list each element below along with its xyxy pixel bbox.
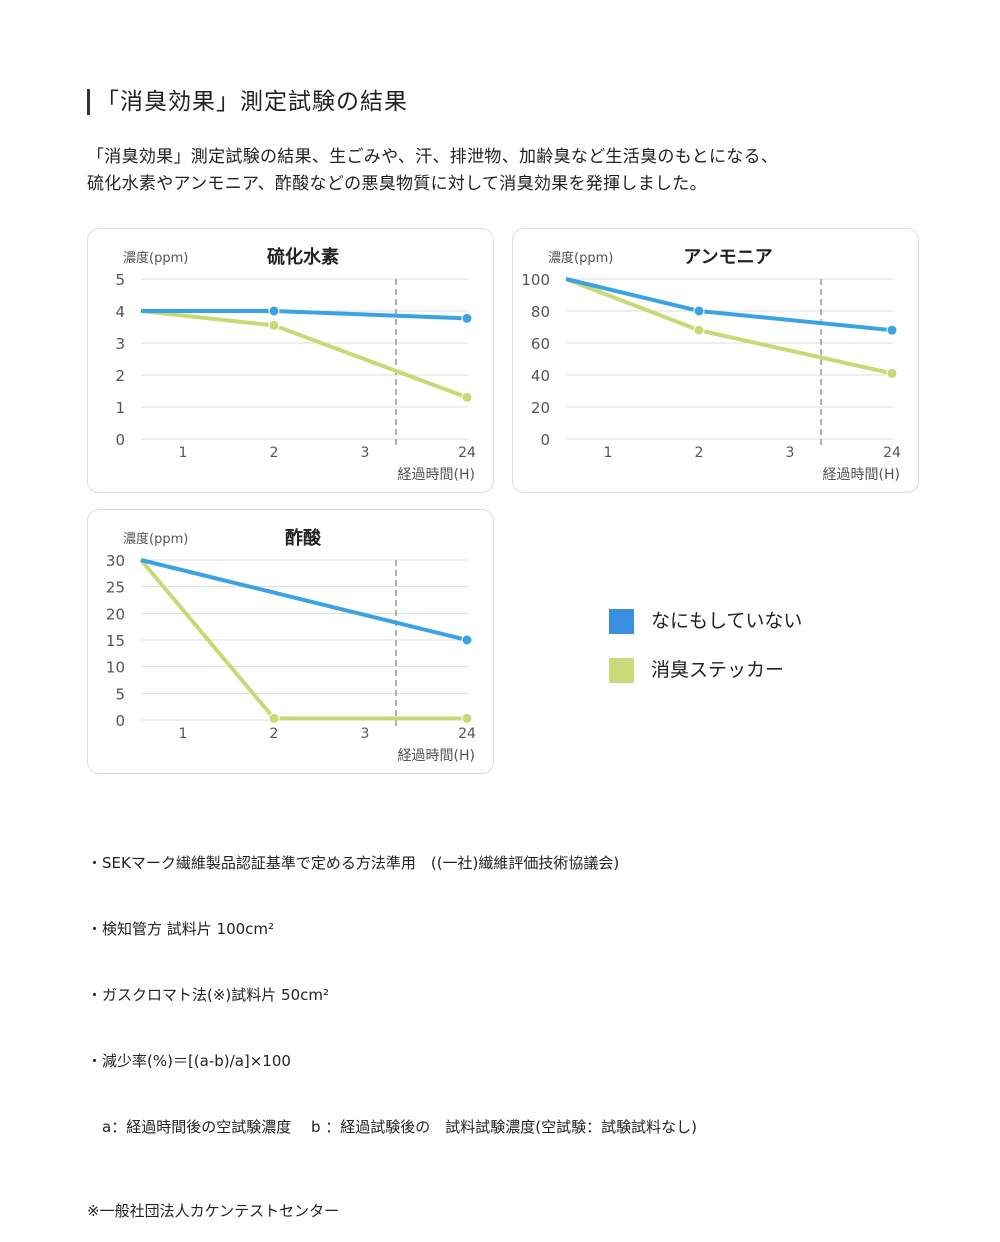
legend-swatch-blue bbox=[609, 609, 634, 634]
x-tick-label: 1 bbox=[179, 445, 188, 461]
chart-title: アンモニア bbox=[683, 247, 772, 268]
data-point bbox=[268, 712, 280, 724]
section-heading: 「消臭効果」測定試験の結果 bbox=[87, 86, 967, 118]
y-axis-label: 濃度(ppm) bbox=[548, 250, 613, 266]
charts-area: 濃度(ppm) 硫化水素 0 1 2 3 4 5 1 2 3 24 経過時間(H) 濃度(ppm) アンモ… bbox=[87, 228, 967, 780]
legend-label: なにもしていない bbox=[651, 610, 803, 632]
data-point bbox=[268, 319, 280, 331]
series-line bbox=[140, 558, 468, 642]
x-tick-label: 3 bbox=[361, 445, 370, 461]
chart-card-acetic-acid: 濃度(ppm) 酢酸 0 5 10 15 20 25 30 1 2 3 24 経過時間(H) bbox=[87, 509, 494, 774]
data-point bbox=[461, 312, 473, 324]
intro-line: 「消臭効果」測定試験の結果、生ごみや、汗、排泄物、加齢臭など生活臭のもとになる、 bbox=[87, 147, 779, 167]
data-point bbox=[693, 305, 705, 317]
intro-line: 硫化水素やアンモニア、酢酸などの悪臭物質に対して消臭効果を発揮しました。 bbox=[87, 174, 707, 194]
y-tick-label: 0 bbox=[540, 431, 550, 449]
x-tick-label: 2 bbox=[270, 445, 279, 461]
x-tick-label: 2 bbox=[695, 445, 704, 461]
y-tick-label: 1 bbox=[115, 399, 125, 417]
y-tick-label: 20 bbox=[106, 605, 125, 623]
heading-bar bbox=[87, 89, 90, 115]
legend-item-sticker: 消臭ステッカー bbox=[609, 658, 784, 683]
y-tick-label: 60 bbox=[531, 335, 550, 353]
x-tick-label: 24 bbox=[458, 726, 476, 742]
note-line: ・検知管方 試料片 100cm² bbox=[87, 920, 275, 938]
x-tick-label: 24 bbox=[883, 445, 901, 461]
legend-label: 消臭ステッカー bbox=[651, 659, 785, 681]
y-axis-label: 濃度(ppm) bbox=[123, 250, 188, 266]
source-credit: ※一般社団法人カケンテストセンター bbox=[87, 1202, 340, 1220]
y-tick-label: 80 bbox=[531, 303, 550, 321]
y-tick-label: 10 bbox=[106, 659, 125, 677]
chart-acetic-acid: 濃度(ppm) 酢酸 0 5 10 15 20 25 30 1 2 3 24 経過時間(H) bbox=[106, 527, 476, 764]
data-point bbox=[461, 391, 473, 403]
x-axis-label: 経過時間(H) bbox=[398, 748, 475, 764]
note-line: a：経過時間後の空試験濃度 b ：経過試験後の 試料試験濃度(空試験：試験試料な… bbox=[87, 1118, 697, 1136]
note-line: ・SEKマーク繊維製品認証基準で定める方法準用 ((一社)繊維評価技術協議会) bbox=[87, 854, 620, 872]
data-point bbox=[886, 367, 898, 379]
chart-card-ammonia: 濃度(ppm) アンモニア 0 20 40 60 80 100 1 2 3 24 経過時間(H) bbox=[512, 228, 919, 493]
note-line: ・減少率(%)＝[(a-b)/a]×100 bbox=[87, 1052, 291, 1070]
data-point bbox=[461, 712, 473, 724]
data-point bbox=[268, 305, 280, 317]
y-tick-label: 20 bbox=[531, 399, 550, 417]
y-tick-label: 4 bbox=[115, 303, 125, 321]
y-tick-label: 40 bbox=[531, 367, 550, 385]
x-tick-label: 24 bbox=[458, 445, 476, 461]
y-tick-label: 100 bbox=[521, 271, 550, 289]
x-axis-label: 経過時間(H) bbox=[398, 467, 475, 483]
data-point bbox=[461, 634, 473, 646]
y-tick-label: 5 bbox=[115, 271, 125, 289]
series-line bbox=[139, 558, 467, 721]
chart-card-hydrogen-sulfide: 濃度(ppm) 硫化水素 0 1 2 3 4 5 1 2 3 24 経過時間(H) bbox=[87, 228, 494, 493]
y-tick-label: 5 bbox=[115, 685, 125, 703]
y-tick-label: 0 bbox=[115, 712, 125, 730]
data-point bbox=[886, 324, 898, 336]
y-tick-label: 3 bbox=[115, 335, 125, 353]
test-notes: ・SEKマーク繊維製品認証基準で定める方法準用 ((一社)繊維評価技術協議会) … bbox=[87, 808, 967, 1182]
x-tick-label: 1 bbox=[179, 726, 188, 742]
legend-item-untreated: なにもしていない bbox=[609, 609, 802, 634]
series-line bbox=[140, 309, 468, 400]
chart-title: 酢酸 bbox=[285, 527, 322, 549]
x-tick-label: 2 bbox=[270, 726, 279, 742]
chart-hydrogen-sulfide: 濃度(ppm) 硫化水素 0 1 2 3 4 5 1 2 3 24 経過時間(H) bbox=[115, 246, 476, 483]
heading-text: 「消臭効果」測定試験の結果 bbox=[96, 89, 408, 115]
x-tick-label: 1 bbox=[604, 445, 613, 461]
chart-ammonia: 濃度(ppm) アンモニア 0 20 40 60 80 100 1 2 3 24 経過時間(H) bbox=[521, 247, 901, 483]
series-line bbox=[565, 277, 893, 333]
intro-text: 「消臭効果」測定試験の結果、生ごみや、汗、排泄物、加齢臭など生活臭のもとになる、… bbox=[87, 144, 967, 198]
y-tick-label: 2 bbox=[115, 367, 125, 385]
y-axis-label: 濃度(ppm) bbox=[123, 531, 188, 547]
y-tick-label: 25 bbox=[106, 579, 125, 597]
chart-title: 硫化水素 bbox=[267, 246, 339, 268]
data-point bbox=[693, 324, 705, 336]
x-tick-label: 3 bbox=[786, 445, 795, 461]
y-tick-label: 30 bbox=[106, 552, 125, 570]
y-tick-label: 0 bbox=[115, 431, 125, 449]
x-tick-label: 3 bbox=[361, 726, 370, 742]
y-tick-label: 15 bbox=[106, 632, 125, 650]
legend-swatch-green bbox=[609, 658, 634, 683]
note-line: ・ガスクロマト法(※)試料片 50cm² bbox=[87, 986, 330, 1004]
x-axis-label: 経過時間(H) bbox=[823, 467, 900, 483]
